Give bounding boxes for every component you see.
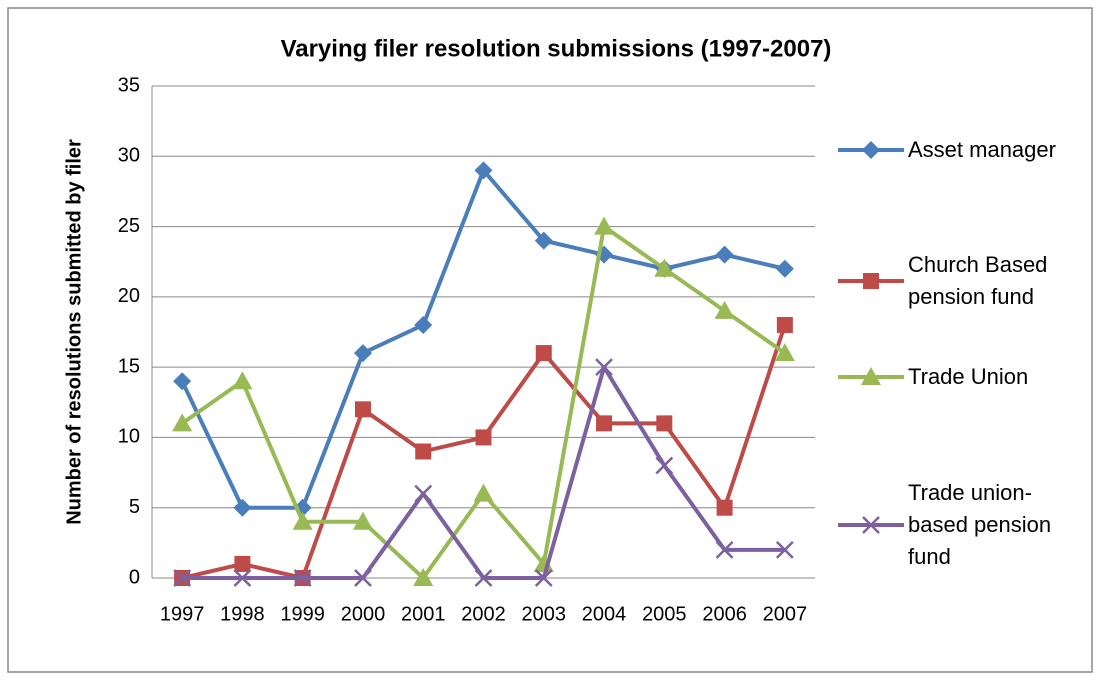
- marker: [534, 231, 553, 250]
- marker: [354, 569, 372, 587]
- x-tick-label: 1999: [280, 603, 325, 625]
- marker: [353, 344, 372, 363]
- marker: [776, 316, 793, 333]
- x-tick-label: 2001: [401, 603, 446, 625]
- legend-label: Trade Union: [908, 364, 1029, 389]
- legend-swatch: [838, 516, 904, 534]
- marker: [173, 372, 192, 391]
- marker: [775, 541, 794, 559]
- x-tick-label: 2006: [702, 603, 747, 625]
- y-tick-label: 15: [118, 355, 140, 377]
- marker: [473, 483, 494, 502]
- y-tick-label: 10: [118, 426, 140, 448]
- x-tick-label: 2005: [642, 603, 687, 625]
- marker: [862, 141, 880, 159]
- marker: [474, 161, 493, 180]
- marker: [534, 569, 553, 587]
- y-tick-label: 25: [118, 215, 140, 237]
- y-tick-label: 20: [118, 285, 140, 307]
- legend-label: Church Based pension fund: [908, 252, 1048, 309]
- x-tick-label: 2004: [582, 603, 627, 625]
- y-tick-label: 0: [129, 566, 140, 588]
- legend-swatch: [838, 367, 904, 385]
- marker: [774, 343, 795, 362]
- marker: [474, 569, 493, 587]
- y-tick-label: 5: [129, 496, 140, 518]
- marker: [716, 499, 733, 516]
- marker: [233, 498, 252, 517]
- marker: [414, 315, 433, 334]
- marker: [415, 443, 432, 460]
- marker: [172, 413, 193, 432]
- marker: [861, 367, 881, 385]
- y-tick-label: 35: [118, 74, 140, 96]
- marker: [715, 541, 734, 559]
- legend-swatch: [838, 141, 904, 159]
- legend-swatch: [838, 273, 904, 289]
- marker: [354, 401, 371, 418]
- marker: [655, 456, 674, 475]
- marker: [714, 300, 735, 319]
- chart-title: Varying filer resolution submissions (19…: [281, 35, 832, 62]
- marker: [654, 258, 675, 277]
- marker: [293, 569, 312, 587]
- marker: [656, 415, 673, 432]
- y-tick-label: 30: [118, 145, 140, 167]
- y-axis-label: Number of resolutions submitted by filer: [63, 139, 85, 525]
- x-tick-label: 2003: [522, 603, 567, 625]
- marker: [173, 569, 192, 587]
- legend-item: Trade Union: [838, 361, 1076, 393]
- marker: [594, 216, 615, 235]
- marker: [535, 345, 552, 362]
- marker: [596, 415, 613, 432]
- marker: [715, 245, 734, 264]
- x-tick-label: 2002: [461, 603, 506, 625]
- marker: [292, 511, 313, 530]
- legend-item: Asset manager: [838, 134, 1076, 166]
- marker: [863, 273, 879, 289]
- legend-item: Trade union-based pension fund: [838, 477, 1076, 573]
- marker: [352, 511, 373, 530]
- marker: [414, 484, 433, 503]
- x-tick-label: 2007: [763, 603, 808, 625]
- marker: [233, 569, 252, 587]
- x-tick-label: 1997: [160, 603, 205, 625]
- marker: [775, 259, 794, 278]
- x-tick-label: 2000: [341, 603, 386, 625]
- legend-item: Church Based pension fund: [838, 249, 1076, 313]
- marker: [862, 516, 880, 534]
- marker: [234, 555, 251, 572]
- legend-label: Trade union-based pension fund: [908, 480, 1052, 569]
- marker: [232, 371, 253, 390]
- marker: [475, 429, 492, 446]
- legend-label: Asset manager: [908, 137, 1056, 162]
- x-tick-label: 1998: [220, 603, 265, 625]
- marker: [413, 568, 434, 586]
- marker: [595, 358, 613, 377]
